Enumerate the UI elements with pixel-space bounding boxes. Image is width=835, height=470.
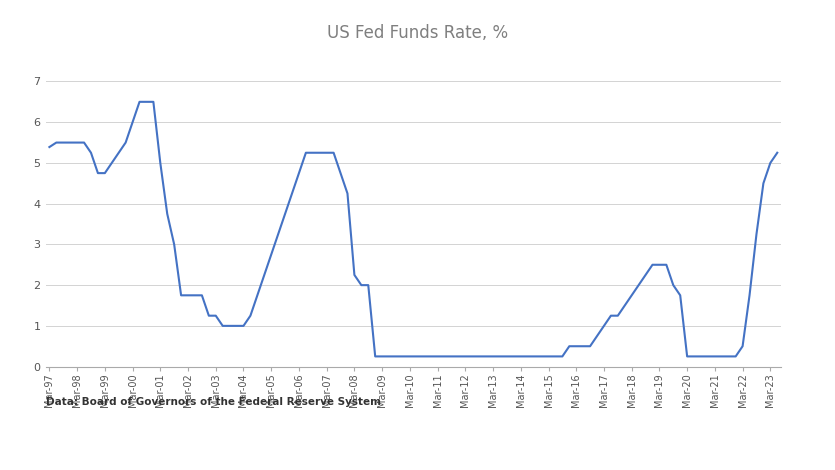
Text: FxPro: FxPro — [652, 92, 742, 118]
Text: Trade Like a Pro: Trade Like a Pro — [650, 149, 744, 162]
Text: Data: Board of Governors of the Federal Reserve System: Data: Board of Governors of the Federal … — [46, 397, 381, 407]
Text: US Fed Funds Rate, %: US Fed Funds Rate, % — [327, 24, 508, 42]
